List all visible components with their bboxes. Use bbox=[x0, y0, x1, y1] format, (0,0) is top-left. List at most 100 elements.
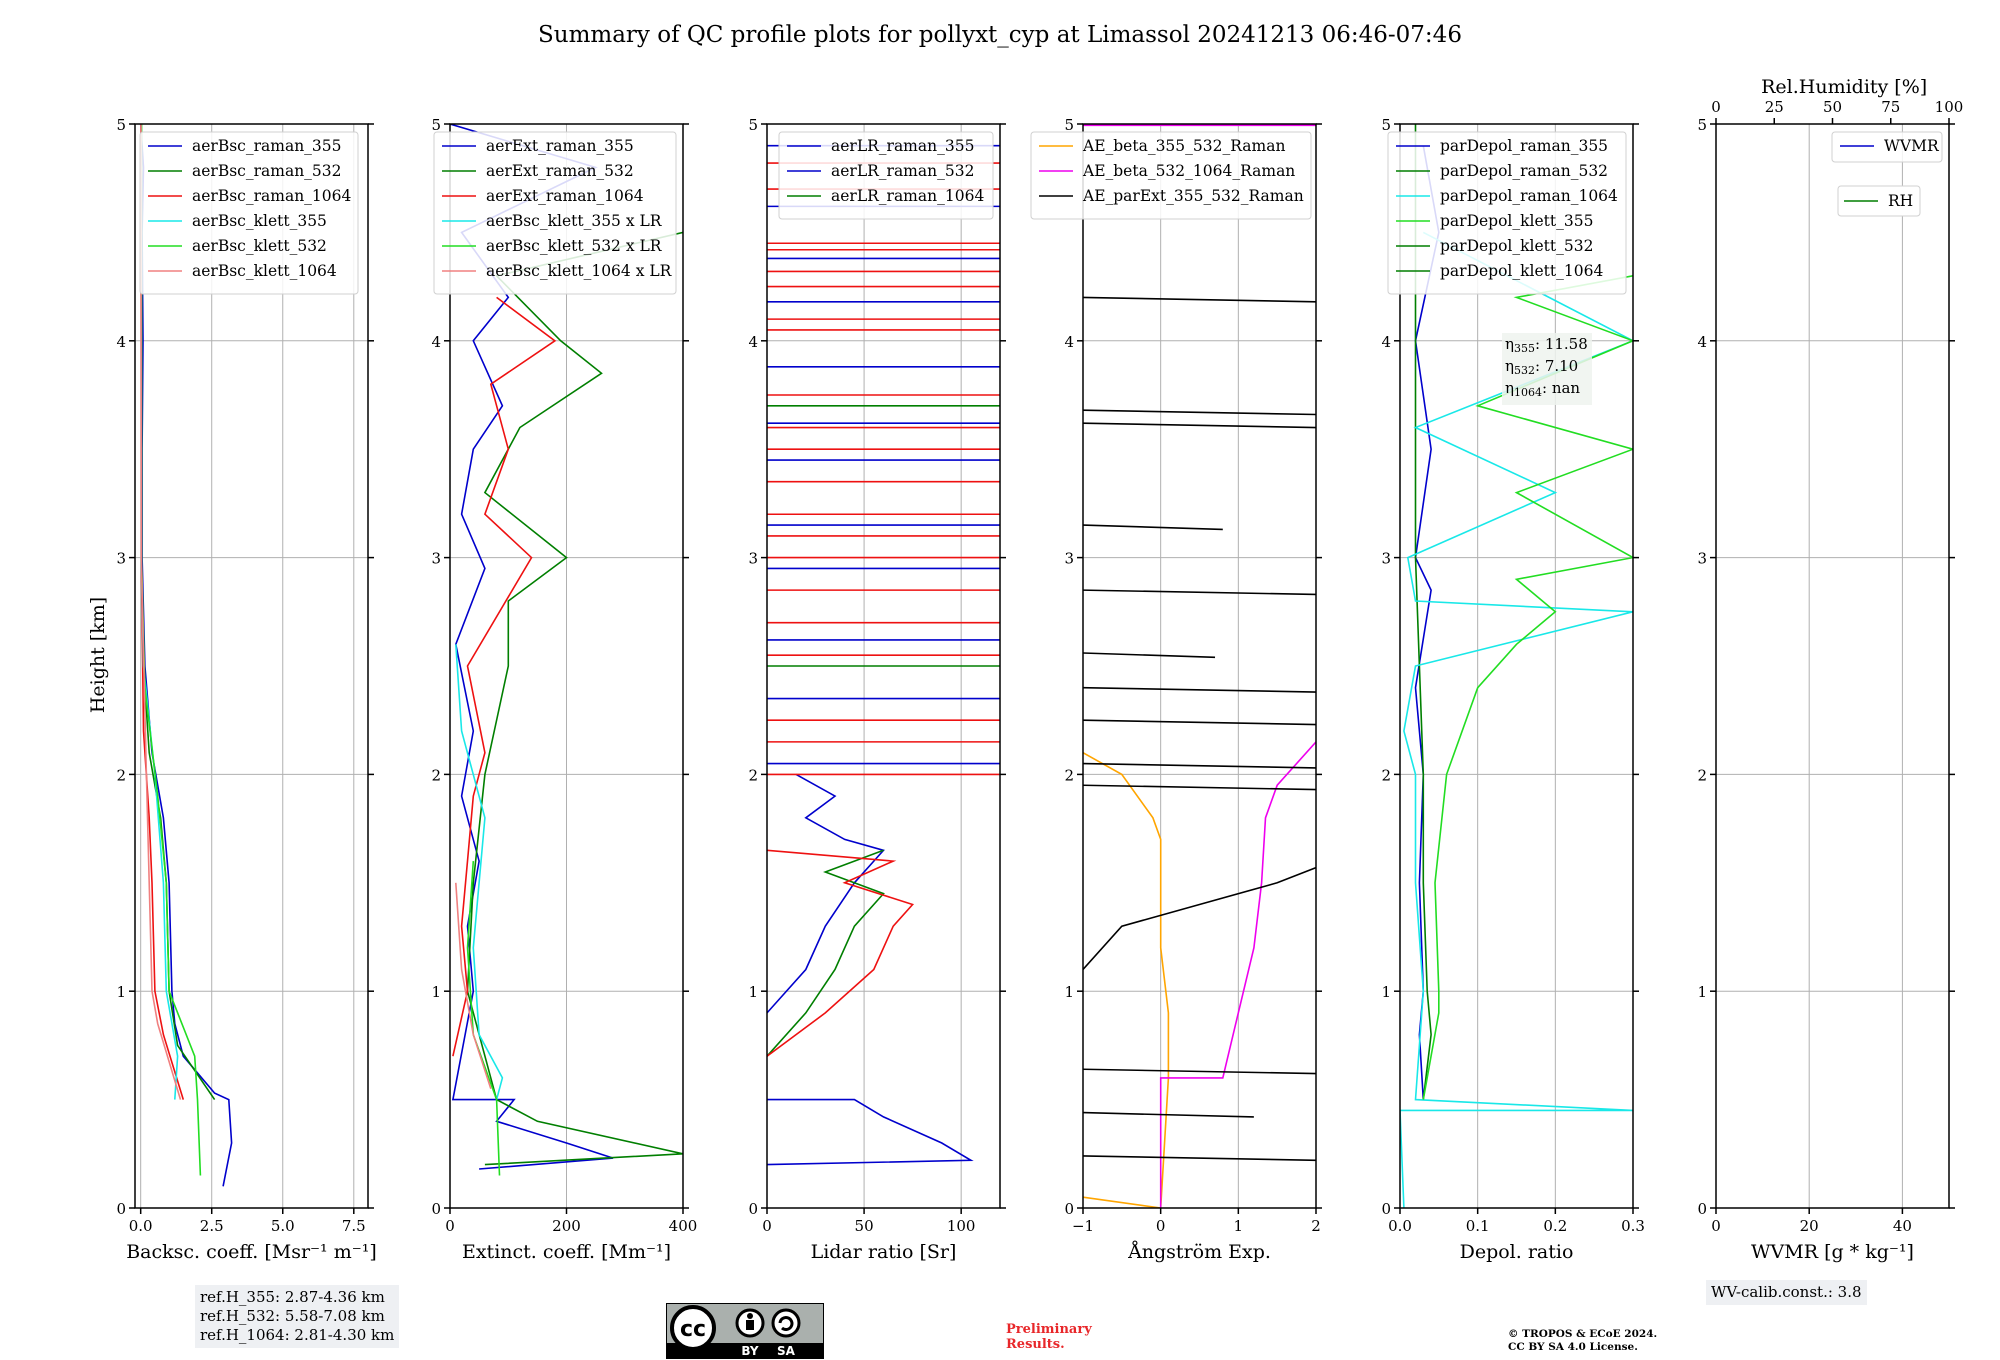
x-tick-label: 7.5 bbox=[342, 1217, 366, 1235]
y-tick-label: 1 bbox=[748, 983, 758, 1001]
x-tick-label: 2.5 bbox=[200, 1217, 224, 1235]
ae-line bbox=[1083, 589, 1316, 596]
y-tick-label: 0 bbox=[1064, 1200, 1074, 1218]
legend-label: aerLR_raman_1064 bbox=[831, 187, 984, 205]
legend-box bbox=[1387, 131, 1627, 295]
legend-box bbox=[778, 131, 994, 220]
ae-line bbox=[1083, 296, 1316, 303]
y-tick-label: 4 bbox=[1697, 333, 1707, 351]
y-tick-label: 3 bbox=[116, 550, 126, 568]
y-tick-label: 3 bbox=[1064, 550, 1074, 568]
legend-label: AE_beta_355_532_Raman bbox=[1082, 137, 1285, 155]
top-x-tick-label: 75 bbox=[1881, 98, 1900, 116]
y-tick-label: 0 bbox=[116, 1200, 126, 1218]
y-tick-label: 5 bbox=[116, 116, 126, 134]
axes-frame bbox=[766, 123, 1001, 1209]
legend-label: WVMR bbox=[1884, 137, 1940, 155]
y-tick-label: 5 bbox=[431, 116, 441, 134]
y-tick-label: 3 bbox=[1697, 550, 1707, 568]
x-tick-label: 0.0 bbox=[1388, 1217, 1412, 1235]
legend-label: parDepol_raman_1064 bbox=[1440, 187, 1618, 205]
y-axis-label: Height [km] bbox=[87, 597, 109, 713]
series-line bbox=[455, 882, 492, 1090]
ae-line bbox=[1083, 762, 1316, 769]
legend-label: aerBsc_raman_532 bbox=[192, 162, 342, 180]
legend-label: aerExt_raman_532 bbox=[486, 162, 634, 180]
x-tick-label: 0 bbox=[762, 1217, 772, 1235]
y-tick-label: 4 bbox=[1064, 333, 1074, 351]
legend-label: aerBsc_raman_355 bbox=[192, 137, 342, 155]
legend-label: aerBsc_klett_1064 bbox=[192, 262, 337, 280]
eta-line: η532: 7.10 bbox=[1505, 357, 1578, 377]
series-line bbox=[139, 124, 233, 1187]
y-tick-label: 5 bbox=[748, 116, 758, 134]
legend-label: parDepol_klett_355 bbox=[1440, 212, 1593, 230]
y-tick-label: 0 bbox=[1381, 1200, 1391, 1218]
y-tick-label: 5 bbox=[1697, 116, 1707, 134]
legend: WVMR RH bbox=[1831, 131, 1943, 217]
x-tick-label: 0 bbox=[445, 1217, 455, 1235]
panels: 0 1 2 3 4 5 0.0 2.5 5.0 7.5 Backsc. coeff. [Msr⁻¹ … bbox=[116, 76, 1963, 1263]
x-tick-label: 0.0 bbox=[129, 1217, 153, 1235]
ae-line bbox=[1083, 652, 1216, 659]
eta-line: η1064: nan bbox=[1505, 379, 1580, 399]
legend: AE_beta_355_532_Raman AE_beta_532_1064_Ra… bbox=[1030, 131, 1312, 220]
series-line bbox=[767, 849, 885, 1057]
ae-line bbox=[1083, 784, 1316, 791]
y-tick-label: 2 bbox=[1697, 766, 1707, 784]
ae-line bbox=[1083, 1155, 1316, 1162]
y-tick-label: 1 bbox=[1697, 983, 1707, 1001]
cc-by-sa-badge: cc BY SA bbox=[666, 1303, 824, 1359]
legend-label: aerBsc_klett_355 x LR bbox=[486, 212, 663, 230]
x-axis-label: Backsc. coeff. [Msr⁻¹ m⁻¹] bbox=[126, 1241, 377, 1263]
legend-label: aerExt_raman_1064 bbox=[486, 187, 644, 205]
legend-label: aerBsc_klett_1064 x LR bbox=[486, 262, 673, 280]
x-tick-label: 0 bbox=[1156, 1217, 1166, 1235]
series-line bbox=[1159, 741, 1316, 1208]
sa-label: SA bbox=[777, 1344, 796, 1358]
x-axis-label: Extinct. coeff. [Mm⁻¹] bbox=[462, 1241, 671, 1263]
top-x-axis-label: Rel.Humidity [%] bbox=[1761, 76, 1927, 98]
axes-frame bbox=[1082, 123, 1317, 1209]
ae-line bbox=[1083, 524, 1223, 531]
top-x-tick-label: 25 bbox=[1765, 98, 1784, 116]
legend: aerLR_raman_355 aerLR_raman_532 aerLR_rama… bbox=[778, 131, 994, 220]
preliminary-note: Preliminary Results. bbox=[1006, 1322, 1092, 1352]
copyright-line-1: © TROPOS & ECoE 2024. bbox=[1508, 1328, 1658, 1340]
panel-bsc: 0 1 2 3 4 5 0.0 2.5 5.0 7.5 Backsc. coeff. [Msr⁻¹ … bbox=[116, 116, 376, 1263]
y-tick-label: 3 bbox=[1381, 550, 1391, 568]
x-axis-label: WVMR [g * kg⁻¹] bbox=[1751, 1241, 1914, 1263]
legend-label: AE_parExt_355_532_Raman bbox=[1082, 187, 1304, 205]
y-tick-label: 2 bbox=[116, 766, 126, 784]
series-group bbox=[767, 144, 1000, 1166]
legend-label: aerExt_raman_355 bbox=[486, 137, 634, 155]
panel-ext: 0 1 2 3 4 5 0 200 400 Extinct. coeff. [Mm⁻¹] aerEx… bbox=[431, 116, 697, 1263]
ref-height-1064: ref.H_1064: 2.81-4.30 km bbox=[200, 1326, 395, 1344]
reference-height-box: ref.H_355: 2.87-4.36 km ref.H_532: 5.58-… bbox=[195, 1285, 400, 1348]
legend-label: parDepol_klett_532 bbox=[1440, 237, 1593, 255]
x-axis-label: Lidar ratio [Sr] bbox=[811, 1241, 957, 1263]
panel-depol: 0 1 2 3 4 5 0.0 0.1 0.2 0.3 Depol. ratio parDepol_r… bbox=[1381, 116, 1644, 1263]
ae-line bbox=[1083, 409, 1316, 416]
legend-label: parDepol_klett_1064 bbox=[1440, 262, 1603, 280]
wv-calibration-box: WV-calib.const.: 3.8 bbox=[1706, 1280, 1867, 1305]
by-person-icon bbox=[747, 1313, 753, 1319]
legend-label: AE_beta_532_1064_Raman bbox=[1082, 162, 1295, 180]
series-group bbox=[1400, 124, 1633, 1208]
x-tick-label: 100 bbox=[947, 1217, 976, 1235]
series-line bbox=[1083, 752, 1170, 1208]
by-label: BY bbox=[741, 1344, 758, 1358]
y-tick-label: 1 bbox=[1064, 983, 1074, 1001]
series-group bbox=[450, 124, 683, 1176]
x-tick-label: 0.3 bbox=[1621, 1217, 1645, 1235]
y-tick-label: 5 bbox=[1381, 116, 1391, 134]
y-tick-label: 2 bbox=[1381, 766, 1391, 784]
x-tick-label: 5.0 bbox=[271, 1217, 295, 1235]
eta-background bbox=[1502, 333, 1592, 405]
y-tick-label: 0 bbox=[748, 1200, 758, 1218]
legend-label: RH bbox=[1888, 192, 1913, 210]
